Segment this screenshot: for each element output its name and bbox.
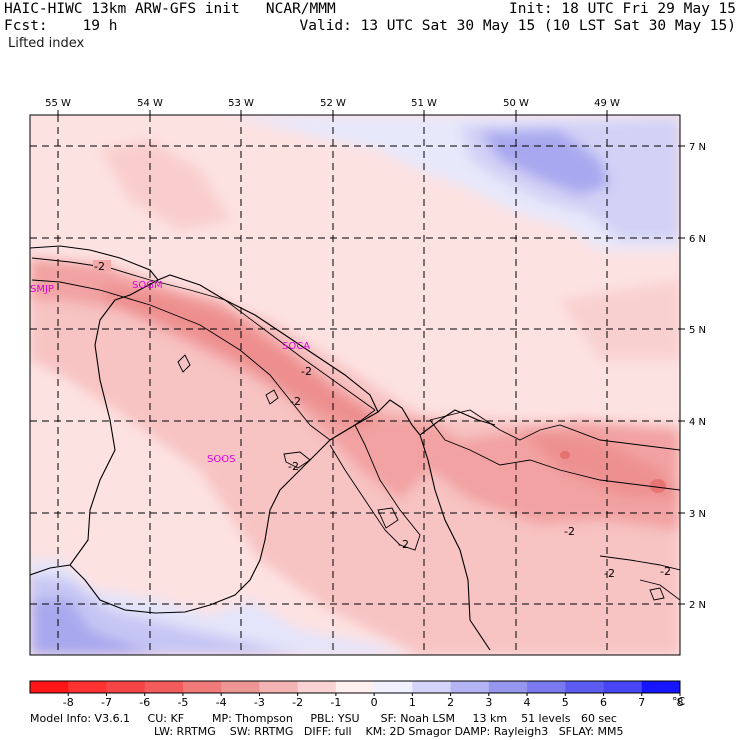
colorbar-swatch bbox=[412, 681, 452, 693]
colorbar-swatch bbox=[603, 681, 643, 693]
colorbar-swatch bbox=[335, 681, 375, 693]
lat-label: 5 N bbox=[689, 325, 706, 336]
contour-label: -2 bbox=[301, 365, 312, 378]
latitude-labels: 7 N 6 N 5 N 4 N 3 N 2 N bbox=[689, 142, 706, 611]
lat-label: 6 N bbox=[689, 234, 706, 245]
model-info-line2: LW: RRTMG SW: RRTMG DIFF: full KM: 2D Sm… bbox=[154, 725, 624, 738]
station-soos: SOOS bbox=[207, 454, 235, 465]
contour-label: -2 bbox=[94, 260, 105, 273]
contour-label: -2 bbox=[564, 525, 575, 538]
valid-time: Valid: 13 UTC Sat 30 May 15 (10 LST Sat … bbox=[299, 18, 737, 34]
contour-label: -2 bbox=[290, 395, 301, 408]
colorbar-unit: °C bbox=[672, 695, 686, 708]
colorbar-swatch bbox=[144, 681, 184, 693]
contour-label: -2 bbox=[604, 567, 615, 580]
colorbar-tick-label: 8 bbox=[677, 696, 684, 709]
model-info-line1: Model Info: V3.6.1 CU: KF MP: Thompson P… bbox=[30, 712, 617, 725]
colorbar-tick-label: -2 bbox=[292, 696, 303, 709]
colorbar-tick-label: 0 bbox=[371, 696, 378, 709]
lat-lon-grid bbox=[30, 115, 680, 655]
colorbar-tick-label: -6 bbox=[139, 696, 150, 709]
colorbar-swatch bbox=[68, 681, 107, 693]
colorbar-tick-label: -7 bbox=[101, 696, 112, 709]
colorbar-swatch bbox=[221, 681, 260, 693]
lon-label: 55 W bbox=[45, 98, 71, 109]
longitude-labels: 55 W 54 W 53 W 52 W 51 W 50 W 49 W bbox=[45, 98, 620, 109]
colorbar-tick-label: 2 bbox=[447, 696, 454, 709]
forecast-hour: Fcst: 19 h bbox=[4, 18, 118, 34]
colorbar-swatch bbox=[182, 681, 222, 693]
colorbar-swatch bbox=[259, 681, 299, 693]
colorbar-tick-label: 6 bbox=[600, 696, 607, 709]
lon-label: 54 W bbox=[137, 98, 163, 109]
station-soca: SOCA bbox=[282, 341, 310, 352]
colorbar-swatch bbox=[488, 681, 528, 693]
lon-label: 53 W bbox=[228, 98, 254, 109]
station-smjp: SMJP bbox=[30, 284, 54, 295]
contour-label: -2 bbox=[660, 565, 671, 578]
colorbar-tick-label: 4 bbox=[524, 696, 531, 709]
colorbar-tick-label: -5 bbox=[177, 696, 188, 709]
colorbar-tick-label: -3 bbox=[254, 696, 265, 709]
lat-label: 4 N bbox=[689, 417, 706, 428]
colorbar-swatch bbox=[565, 681, 605, 693]
colorbar-swatch bbox=[641, 681, 681, 693]
coastline-borders bbox=[30, 245, 496, 651]
colorbar-tick-label: 1 bbox=[409, 696, 416, 709]
colorbar-tick-label: -4 bbox=[216, 696, 227, 709]
colorbar-tick-label: 7 bbox=[638, 696, 645, 709]
colorbar-tick-label: 3 bbox=[485, 696, 492, 709]
run-title: HAIC-HIWC 13km ARW-GFS init NCAR/MMM bbox=[4, 1, 336, 17]
station-sogm: SOGM bbox=[132, 280, 163, 291]
contour-label: -2 bbox=[398, 538, 409, 551]
lat-label: 7 N bbox=[689, 142, 706, 153]
lat-label: 2 N bbox=[689, 600, 706, 611]
lat-label: 3 N bbox=[689, 509, 706, 520]
colorbar-swatch bbox=[374, 681, 413, 693]
colorbar-swatch bbox=[450, 681, 490, 693]
contour-labels: -2 -2 -2 -2 -2 -2 -2 -2 bbox=[93, 260, 671, 580]
field-name: Lifted index bbox=[8, 36, 85, 51]
lon-label: 52 W bbox=[320, 98, 346, 109]
colorbar-swatch bbox=[106, 681, 146, 693]
contour-label: -2 bbox=[288, 460, 299, 473]
lon-label: 50 W bbox=[503, 98, 529, 109]
lon-label: 49 W bbox=[594, 98, 620, 109]
colorbar-tick-label: 5 bbox=[562, 696, 569, 709]
colorbar-tick-label: -8 bbox=[63, 696, 74, 709]
map-frame bbox=[29, 114, 681, 656]
colorbar-tick-label: -1 bbox=[330, 696, 341, 709]
init-time: Init: 18 UTC Fri 29 May 15 bbox=[509, 1, 736, 17]
lifted-index-field: -2 -2 -2 -2 -2 -2 -2 -2 SMJP SOGM SOCA S… bbox=[30, 115, 680, 655]
colorbar: -8 -7 -6 -5 -4 -3 -2 -1 0 1 2 3 4 5 6 7 8 bbox=[29, 680, 684, 709]
axis-ticks bbox=[57, 110, 685, 605]
colorbar-swatch bbox=[30, 681, 69, 693]
colorbar-frame bbox=[29, 680, 681, 694]
colorbar-swatch bbox=[527, 681, 566, 693]
colorbar-swatch bbox=[297, 681, 337, 693]
lon-label: 51 W bbox=[411, 98, 437, 109]
